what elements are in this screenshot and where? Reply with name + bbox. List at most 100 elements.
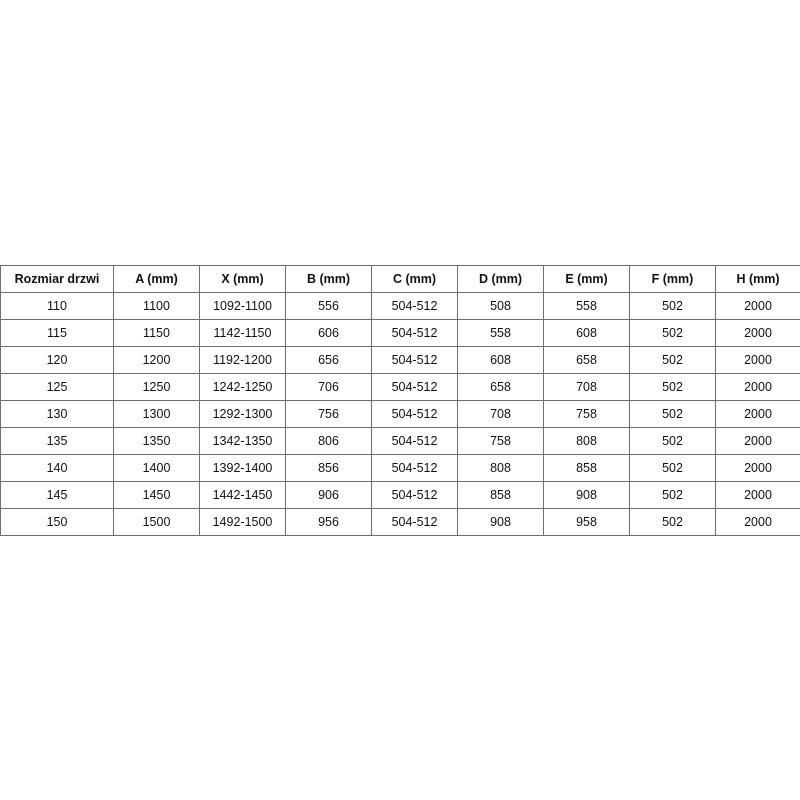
table-cell: 502 [629, 400, 716, 428]
table-cell: 504-512 [371, 454, 458, 482]
table-cell: 120 [0, 346, 114, 374]
table-row: 140 1400 1392-1400 856 504-512 808 858 502 2000 [0, 454, 800, 482]
header-row: Rozmiar drzwi A (mm) X (mm) B (mm) C (mm) D (… [0, 265, 800, 293]
table-cell: 708 [543, 373, 630, 401]
table-cell: 504-512 [371, 292, 458, 320]
table-cell: 656 [285, 346, 372, 374]
table-cell: 135 [0, 427, 114, 455]
column-header: C (mm) [371, 265, 458, 293]
table-row: 120 1200 1192-1200 656 504-512 608 658 502 2000 [0, 346, 800, 374]
table-cell: 502 [629, 481, 716, 509]
table-cell: 1142-1150 [199, 319, 286, 347]
table-cell: 758 [543, 400, 630, 428]
table-cell: 658 [543, 346, 630, 374]
table-cell: 2000 [715, 400, 800, 428]
column-header: Rozmiar drzwi [0, 265, 114, 293]
table-cell: 504-512 [371, 373, 458, 401]
column-header: F (mm) [629, 265, 716, 293]
table-cell: 504-512 [371, 400, 458, 428]
table-cell: 130 [0, 400, 114, 428]
table-cell: 502 [629, 508, 716, 536]
table-cell: 556 [285, 292, 372, 320]
table-cell: 808 [543, 427, 630, 455]
table-cell: 1100 [113, 292, 200, 320]
table-cell: 856 [285, 454, 372, 482]
table-cell: 2000 [715, 508, 800, 536]
table-cell: 2000 [715, 373, 800, 401]
table-cell: 708 [457, 400, 544, 428]
table-cell: 2000 [715, 427, 800, 455]
column-header: A (mm) [113, 265, 200, 293]
table-cell: 1342-1350 [199, 427, 286, 455]
column-header: X (mm) [199, 265, 286, 293]
table-cell: 2000 [715, 319, 800, 347]
table-cell: 1450 [113, 481, 200, 509]
table-cell: 2000 [715, 481, 800, 509]
table-cell: 502 [629, 292, 716, 320]
table-cell: 145 [0, 481, 114, 509]
table-cell: 1192-1200 [199, 346, 286, 374]
table-cell: 1200 [113, 346, 200, 374]
table-cell: 504-512 [371, 319, 458, 347]
table-cell: 608 [457, 346, 544, 374]
table-cell: 906 [285, 481, 372, 509]
table-cell: 2000 [715, 346, 800, 374]
table-cell: 1492-1500 [199, 508, 286, 536]
table-cell: 502 [629, 319, 716, 347]
table-cell: 504-512 [371, 427, 458, 455]
table-cell: 806 [285, 427, 372, 455]
table-cell: 858 [457, 481, 544, 509]
table-cell: 110 [0, 292, 114, 320]
table-row: 130 1300 1292-1300 756 504-512 708 758 502 2000 [0, 400, 800, 428]
table-cell: 1092-1100 [199, 292, 286, 320]
table-cell: 1150 [113, 319, 200, 347]
table-cell: 2000 [715, 292, 800, 320]
table-cell: 658 [457, 373, 544, 401]
table-cell: 504-512 [371, 508, 458, 536]
table-cell: 2000 [715, 454, 800, 482]
table-cell: 502 [629, 427, 716, 455]
table-cell: 958 [543, 508, 630, 536]
table-row: 145 1450 1442-1450 906 504-512 858 908 502 2000 [0, 481, 800, 509]
dimensions-table: Rozmiar drzwi A (mm) X (mm) B (mm) C (mm) D (… [0, 265, 800, 536]
table-cell: 150 [0, 508, 114, 536]
table-cell: 1300 [113, 400, 200, 428]
table-cell: 1250 [113, 373, 200, 401]
table-cell: 504-512 [371, 346, 458, 374]
table-row: 115 1150 1142-1150 606 504-512 558 608 502 2000 [0, 319, 800, 347]
table-row: 110 1100 1092-1100 556 504-512 508 558 502 2000 [0, 292, 800, 320]
table-cell: 125 [0, 373, 114, 401]
table-cell: 608 [543, 319, 630, 347]
table-cell: 1442-1450 [199, 481, 286, 509]
column-header: B (mm) [285, 265, 372, 293]
table-cell: 502 [629, 373, 716, 401]
table-row: 125 1250 1242-1250 706 504-512 658 708 502 2000 [0, 373, 800, 401]
column-header: E (mm) [543, 265, 630, 293]
table-cell: 558 [543, 292, 630, 320]
table-cell: 908 [543, 481, 630, 509]
table-cell: 808 [457, 454, 544, 482]
table-row: 135 1350 1342-1350 806 504-512 758 808 502 2000 [0, 427, 800, 455]
table-cell: 558 [457, 319, 544, 347]
table-cell: 956 [285, 508, 372, 536]
table-cell: 502 [629, 346, 716, 374]
table-cell: 140 [0, 454, 114, 482]
column-header: H (mm) [715, 265, 800, 293]
column-header: D (mm) [457, 265, 544, 293]
table-cell: 1350 [113, 427, 200, 455]
table-cell: 908 [457, 508, 544, 536]
table-cell: 1292-1300 [199, 400, 286, 428]
table-cell: 504-512 [371, 481, 458, 509]
table-cell: 1500 [113, 508, 200, 536]
table-cell: 758 [457, 427, 544, 455]
table-cell: 756 [285, 400, 372, 428]
table-cell: 508 [457, 292, 544, 320]
table-cell: 1400 [113, 454, 200, 482]
table-row: 150 1500 1492-1500 956 504-512 908 958 502 2000 [0, 508, 800, 536]
table-cell: 1392-1400 [199, 454, 286, 482]
table-cell: 706 [285, 373, 372, 401]
table-cell: 1242-1250 [199, 373, 286, 401]
table-cell: 858 [543, 454, 630, 482]
table-cell: 115 [0, 319, 114, 347]
table-cell: 502 [629, 454, 716, 482]
